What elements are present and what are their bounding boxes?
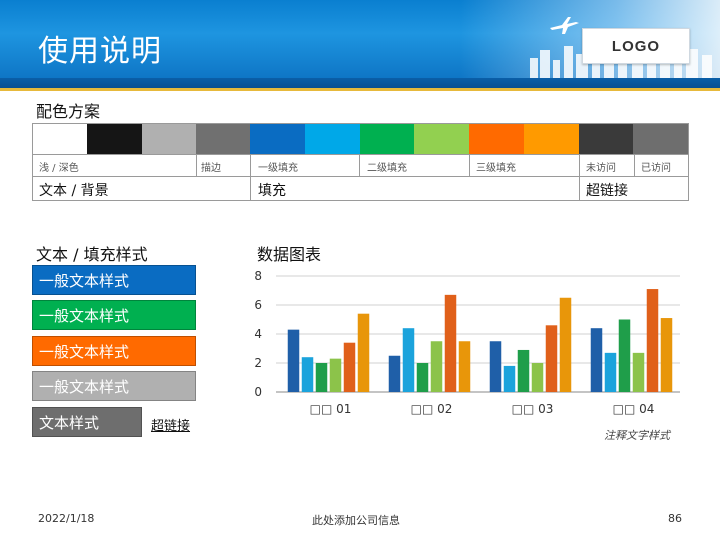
label-unvisited: 未访问 bbox=[586, 163, 616, 174]
label-visited: 已访问 bbox=[641, 163, 671, 174]
chart-bar bbox=[357, 313, 370, 392]
table-divider bbox=[196, 154, 197, 176]
label-fill3: 三级填充 bbox=[476, 163, 516, 174]
x-tick-label: □□ 01 bbox=[310, 402, 352, 416]
chart-bar bbox=[618, 319, 631, 392]
color-scheme-table: 浅 / 深色 描边 一级填充 二级填充 三级填充 未访问 已访问 文本 / 背景… bbox=[32, 123, 689, 201]
label-outline: 描边 bbox=[201, 163, 221, 174]
style-sample-box: 一般文本样式 bbox=[32, 300, 196, 330]
color-swatch bbox=[33, 124, 87, 154]
chart-bar bbox=[287, 329, 300, 392]
color-swatch bbox=[142, 124, 196, 154]
label-fill2: 二级填充 bbox=[367, 163, 407, 174]
label-fill1: 一级填充 bbox=[258, 163, 298, 174]
x-tick-label: □□ 03 bbox=[512, 402, 554, 416]
table-divider bbox=[33, 176, 688, 177]
chart-bar bbox=[458, 341, 471, 392]
bar-chart: 0 2 4 6 8 □□ 01 □□ 02 □□ 03 □□ 04 bbox=[254, 269, 680, 416]
table-divider bbox=[634, 154, 635, 176]
chart-bar bbox=[531, 363, 544, 392]
hyperlink-sample[interactable]: 超链接 bbox=[151, 419, 191, 434]
chart-title: 数据图表 bbox=[257, 245, 322, 264]
chart-bar bbox=[660, 318, 673, 392]
color-swatch bbox=[250, 124, 305, 154]
row-text-bg: 文本 / 背景 bbox=[39, 183, 109, 199]
y-tick-label: 8 bbox=[254, 269, 262, 283]
chart-bar bbox=[315, 363, 328, 392]
swatch-row bbox=[33, 124, 688, 154]
page-title: 使用说明 bbox=[38, 34, 162, 69]
chart-bar bbox=[590, 328, 603, 392]
footer-company: 此处添加公司信息 bbox=[312, 514, 400, 527]
chart-bar bbox=[343, 342, 356, 392]
footer-date: 2022/1/18 bbox=[38, 512, 95, 525]
chart-bar bbox=[329, 358, 342, 392]
row-fill: 填充 bbox=[258, 183, 286, 199]
color-swatch bbox=[196, 124, 250, 154]
chart-bar bbox=[545, 325, 558, 392]
chart-bar bbox=[402, 328, 415, 392]
color-swatch bbox=[360, 124, 414, 154]
logo-text: LOGO bbox=[611, 37, 661, 55]
table-divider bbox=[579, 154, 580, 200]
chart-bar bbox=[489, 341, 502, 392]
y-tick-label: 0 bbox=[254, 385, 262, 399]
color-swatch bbox=[87, 124, 142, 154]
style-sample-box: 一般文本样式 bbox=[32, 371, 196, 401]
scheme-heading: 配色方案 bbox=[36, 102, 101, 121]
note-text: 注释文字样式 bbox=[604, 429, 670, 442]
logo-box[interactable]: LOGO bbox=[582, 28, 690, 64]
y-tick-label: 6 bbox=[254, 298, 262, 312]
style-sample-box: 文本样式 bbox=[32, 407, 142, 437]
table-divider bbox=[359, 154, 360, 176]
airplane-icon bbox=[550, 17, 579, 34]
color-swatch bbox=[305, 124, 360, 154]
page-number: 86 bbox=[668, 512, 682, 525]
color-swatch bbox=[524, 124, 579, 154]
chart-bar bbox=[430, 341, 443, 392]
chart-bar bbox=[632, 352, 645, 392]
chart-bar bbox=[604, 352, 617, 392]
banner-gold-line bbox=[0, 88, 720, 91]
row-hyperlink: 超链接 bbox=[586, 183, 628, 199]
color-swatch bbox=[414, 124, 469, 154]
chart-bar bbox=[517, 349, 530, 392]
styles-heading: 文本 / 填充样式 bbox=[36, 245, 148, 264]
chart-bar bbox=[301, 357, 314, 392]
color-swatch bbox=[633, 124, 688, 154]
banner-bottom-stripe bbox=[0, 78, 720, 88]
x-tick-label: □□ 04 bbox=[613, 402, 655, 416]
x-tick-label: □□ 02 bbox=[411, 402, 453, 416]
style-sample-box: 一般文本样式 bbox=[32, 336, 196, 366]
chart-bar bbox=[416, 363, 429, 392]
chart-bar bbox=[503, 365, 516, 392]
y-tick-label: 2 bbox=[254, 356, 262, 370]
label-light-dark: 浅 / 深色 bbox=[39, 163, 79, 174]
y-tick-label: 4 bbox=[254, 327, 262, 341]
color-swatch bbox=[469, 124, 524, 154]
chart-bar bbox=[388, 355, 401, 392]
table-divider bbox=[33, 154, 688, 155]
chart-bar bbox=[559, 297, 572, 392]
table-divider bbox=[250, 154, 251, 200]
chart-bar bbox=[646, 289, 659, 392]
color-swatch bbox=[579, 124, 633, 154]
chart-bar bbox=[444, 294, 457, 392]
style-sample-box: 一般文本样式 bbox=[32, 265, 196, 295]
table-divider bbox=[469, 154, 470, 176]
